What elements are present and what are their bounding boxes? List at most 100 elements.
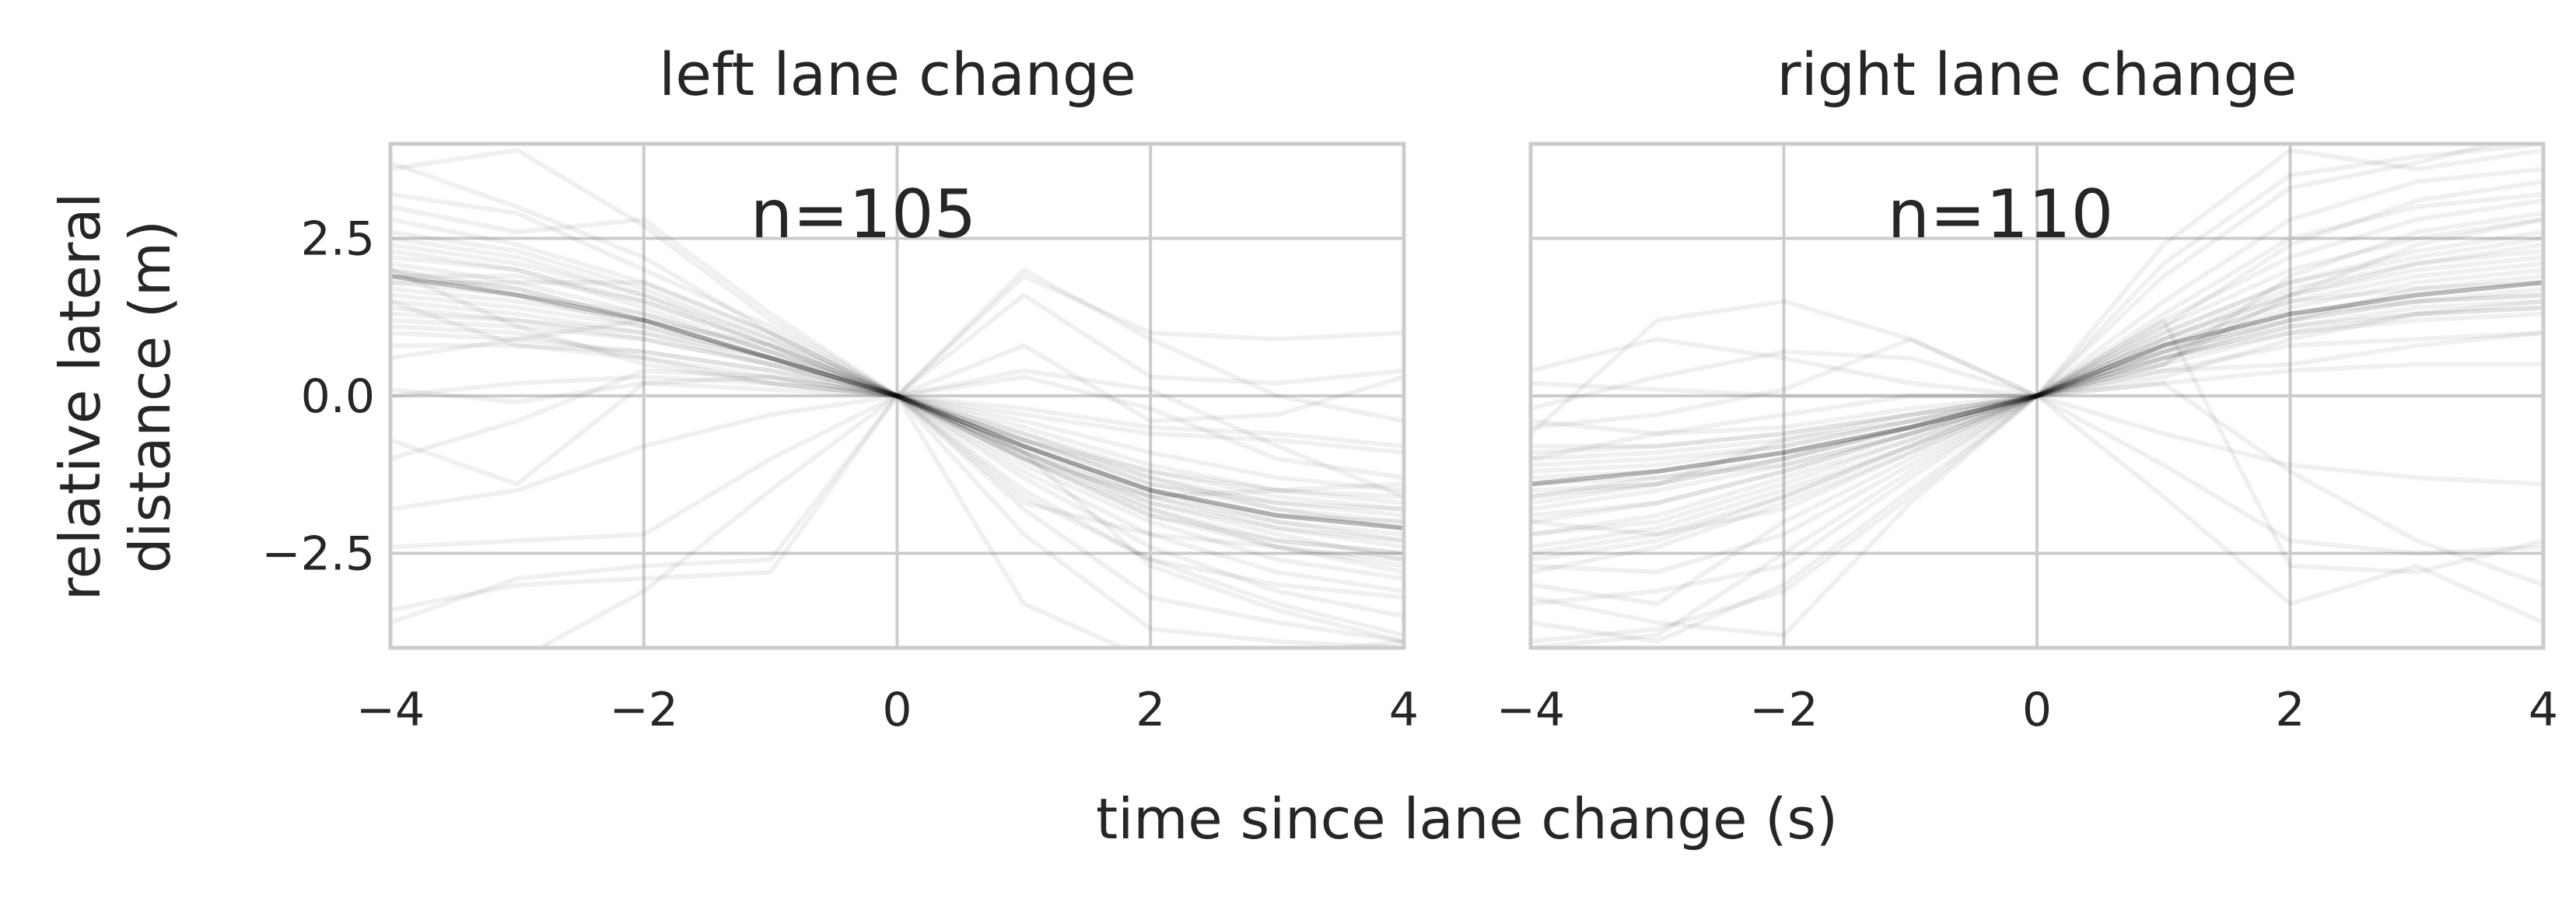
trace-line (390, 274, 1404, 613)
panel-title: right lane change (1776, 40, 2297, 109)
trace-line (390, 242, 1404, 568)
plot-frame (388, 142, 1406, 650)
trace-line (390, 317, 1404, 524)
x-tick-labels: −4 −2 0 2 4 (356, 683, 1419, 737)
trace-line (1531, 254, 2543, 524)
trace-line (1531, 179, 2543, 537)
trace-line (390, 217, 1404, 594)
y-tick-label: −2.5 (261, 527, 375, 582)
sample-count-annotation: n=110 (1888, 176, 2114, 254)
traces (390, 148, 1404, 648)
trace-line (1531, 191, 2543, 648)
trace-line (390, 268, 1404, 424)
trace-line (390, 343, 1404, 493)
trace-line-core (1531, 280, 2543, 487)
trace-line-core (1531, 280, 2543, 487)
trace-line (1531, 248, 2543, 505)
y-axis-label-line-2: distance (m) (117, 220, 183, 573)
trace-line (390, 299, 1404, 512)
trace-line (1531, 337, 2543, 487)
trace-line (1531, 280, 2543, 487)
trace-line (1531, 144, 2503, 575)
x-tick-label: −2 (610, 683, 678, 737)
trace-line (1531, 394, 2543, 556)
trace-line (390, 148, 1404, 638)
trace-line (390, 274, 1404, 512)
trace-line (1531, 217, 2543, 461)
trace-line-core (390, 274, 1404, 531)
trace-line (390, 248, 1404, 556)
panel-title: left lane change (659, 40, 1136, 109)
trace-line (1531, 311, 2543, 518)
trace-line (390, 394, 1404, 512)
trace-line (390, 305, 1404, 531)
trace-line-core (390, 274, 1404, 531)
trace-line (1531, 394, 2543, 644)
trace-line (390, 394, 1404, 648)
trace-line-core (390, 274, 1404, 531)
x-tick-label: −4 (1496, 683, 1565, 737)
x-tick-label: 2 (2275, 683, 2305, 737)
trace-line (1531, 242, 2543, 537)
trace-line (390, 254, 1404, 544)
trace-line-core (1531, 280, 2543, 487)
trace-line (1531, 217, 2543, 562)
y-tick-labels: 2.5 0.0 −2.5 (261, 212, 375, 582)
trace-line (390, 229, 1404, 581)
trace-line (1531, 362, 2543, 398)
trace-line (390, 280, 1404, 499)
trace-line (390, 280, 1404, 537)
x-axis-label: time since lane change (s) (1096, 786, 1838, 852)
trace-line (1531, 292, 2543, 499)
trace-line (390, 236, 1404, 544)
y-tick-label: 2.5 (301, 212, 375, 267)
trace-line (1531, 380, 2543, 587)
trace-line (1531, 299, 2543, 436)
trace-line (1531, 144, 2543, 499)
trace-line (1531, 148, 2543, 644)
trace-line (1531, 292, 2543, 487)
trace-line (390, 380, 1404, 455)
trace-line (1531, 198, 2543, 411)
right-lane-change-panel: right lane change n=110 −4 −2 0 2 4 (1496, 40, 2558, 737)
trace-line (1531, 299, 2543, 398)
trace-line (1531, 274, 2543, 481)
x-tick-label: 0 (882, 683, 912, 737)
trace-line (1531, 305, 2543, 493)
trace-line (390, 191, 1404, 600)
trace-line (390, 368, 1404, 644)
trace-line (390, 331, 1404, 505)
trace-line (1531, 286, 2543, 455)
x-tick-label: −2 (1749, 683, 1818, 737)
trace-line (1531, 305, 2543, 449)
x-tick-label: 0 (2022, 683, 2052, 737)
trace-line (390, 299, 1404, 644)
trace-line (390, 368, 1404, 550)
trace-line (390, 268, 1404, 524)
x-tick-label: 4 (2529, 683, 2558, 737)
trace-line (390, 160, 1404, 648)
trace-line (390, 268, 1404, 575)
y-axis-label: relative lateral distance (m) (47, 193, 183, 601)
trace-line-core (390, 274, 1404, 531)
trace-line (1531, 261, 2543, 512)
trace-line-core (1531, 280, 2543, 487)
trace-line (390, 261, 1404, 531)
left-lane-change-panel: left lane change n=105 −4 −2 0 2 4 2.5 0.0 −2.… (261, 40, 1419, 737)
trace-line (390, 374, 1404, 556)
trace-line (1531, 280, 2543, 468)
y-axis-label-line-1: relative lateral (47, 193, 113, 601)
x-tick-label: −4 (356, 683, 425, 737)
trace-line (1531, 166, 2543, 607)
trace-line (390, 286, 1404, 518)
traces (1531, 144, 2543, 648)
trace-line (390, 343, 1404, 625)
trace-line (1531, 229, 2543, 575)
trace-line (1531, 299, 2543, 474)
x-tick-label: 4 (1389, 683, 1419, 737)
y-tick-label: 0.0 (301, 369, 375, 424)
trace-line (390, 268, 1404, 481)
sample-count-annotation: n=105 (751, 176, 977, 254)
x-tick-labels: −4 −2 0 2 4 (1496, 683, 2558, 737)
